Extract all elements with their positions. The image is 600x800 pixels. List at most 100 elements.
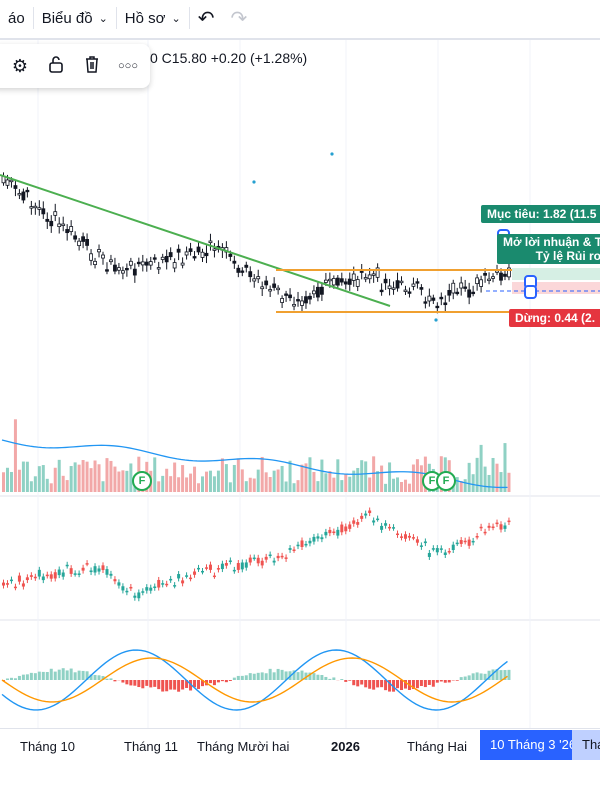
candle-body	[403, 534, 407, 539]
chevron-down-icon: ⌄	[98, 12, 108, 25]
macd-histogram-bar	[332, 677, 336, 680]
volume-bar	[29, 481, 33, 492]
volume-bar	[69, 466, 73, 492]
candle-body	[288, 294, 292, 299]
volume-bar	[407, 483, 411, 492]
candle-body	[144, 261, 149, 266]
candle-body	[140, 261, 145, 266]
profile-menu-button[interactable]: Hồ sơ ⌄	[117, 0, 189, 36]
candle-body	[208, 564, 212, 570]
candle-body	[288, 548, 292, 550]
macd-histogram-bar	[435, 680, 439, 683]
macd-histogram-bar	[495, 669, 499, 680]
stop-label[interactable]: Dừng: 0.44 (2.	[509, 309, 600, 327]
candle-body	[276, 287, 281, 291]
volume-bar	[161, 475, 165, 492]
candle-body	[228, 560, 232, 562]
candle-body	[157, 579, 161, 588]
macd-histogram-bar	[296, 672, 300, 680]
candle-body	[204, 252, 209, 257]
volume-bar	[2, 472, 5, 492]
volume-bar	[292, 483, 296, 492]
volume-bar	[244, 481, 248, 492]
candle-body	[264, 556, 268, 560]
candle-body	[447, 290, 452, 296]
macd-histogram-bar	[220, 680, 224, 682]
candle-body	[399, 280, 404, 284]
volume-bar	[228, 482, 232, 492]
volume-bar	[204, 471, 208, 492]
macd-histogram-bar	[189, 680, 193, 691]
macd-histogram-bar	[447, 680, 451, 683]
unlock-icon[interactable]	[43, 54, 69, 79]
gear-icon[interactable]: ⚙	[11, 55, 29, 76]
macd-histogram-bar	[236, 675, 240, 680]
candle-body	[105, 569, 109, 575]
volume-bar	[105, 458, 109, 492]
candle-body	[37, 569, 41, 577]
macd-histogram-bar	[252, 673, 256, 680]
volume-bar	[165, 468, 169, 492]
candle-body	[455, 291, 460, 295]
candle-body	[2, 582, 5, 586]
macd-histogram-bar	[372, 680, 376, 690]
candle-body	[57, 569, 61, 576]
volume-bar	[344, 474, 348, 492]
volume-bar	[125, 470, 129, 492]
undo-icon[interactable]: ↶	[197, 7, 215, 30]
candle-body	[117, 582, 121, 586]
volume-bar	[284, 481, 288, 492]
candle-body	[340, 524, 344, 533]
candle-body	[339, 278, 344, 283]
macd-histogram-bar	[396, 680, 400, 689]
pnl-label[interactable]: Mở lời nhuận & T Tỷ lệ Rủi ro	[497, 234, 600, 264]
macd-histogram-bar	[121, 680, 125, 683]
chart-menu-button[interactable]: Biểu đồ ⌄	[34, 0, 116, 36]
candle-body	[423, 541, 427, 544]
earnings-badge[interactable]: F	[132, 471, 152, 491]
trash-icon[interactable]	[79, 54, 105, 79]
marker-dot	[434, 318, 438, 322]
candle-body	[236, 267, 241, 273]
redo-icon[interactable]: ↷	[230, 7, 248, 30]
candle-body	[9, 579, 13, 582]
candle-body	[240, 562, 244, 570]
target-label[interactable]: Mục tiêu: 1.82 (11.5	[481, 205, 600, 223]
macd-histogram-bar	[248, 673, 252, 680]
candle-body	[248, 271, 253, 278]
macd-histogram-bar	[392, 680, 396, 692]
divider	[115, 7, 117, 29]
volume-bar	[33, 476, 37, 492]
candle-body	[388, 526, 392, 529]
volume-bar	[392, 478, 396, 492]
macd-histogram-bar	[125, 680, 129, 685]
macd-histogram-bar	[316, 674, 320, 680]
candle-body	[41, 576, 45, 581]
more-icon[interactable]: ○○○	[118, 60, 138, 72]
candle-body	[21, 583, 25, 587]
macd-histogram-bar	[276, 668, 280, 680]
candle-body	[439, 296, 444, 300]
candle-body	[443, 552, 447, 555]
macd-histogram-bar	[113, 680, 117, 682]
candle-body	[335, 277, 340, 286]
ohlc-legend: 0 C15.80 +0.20 (+1.28%)	[150, 50, 308, 66]
macd-histogram-bar	[364, 680, 368, 688]
earnings-badge[interactable]: F	[436, 471, 456, 491]
macd-histogram-bar	[503, 670, 507, 680]
volume-bar	[388, 462, 392, 492]
volume-bar	[487, 474, 491, 492]
candle-body	[184, 251, 189, 256]
macd-histogram-bar	[97, 675, 101, 680]
volume-bar	[65, 480, 69, 492]
candle-body	[248, 557, 252, 563]
time-axis[interactable]: Tháng 10 Tháng 11 Tháng Mười hai 2026 Th…	[0, 728, 600, 760]
candle-body	[379, 289, 384, 293]
volume-bar	[220, 458, 224, 492]
macd-histogram-bar	[165, 680, 169, 692]
alerts-menu[interactable]: áo	[8, 9, 25, 27]
macd-histogram-bar	[185, 680, 189, 688]
candle-body	[487, 278, 491, 281]
candle-body	[21, 191, 26, 201]
